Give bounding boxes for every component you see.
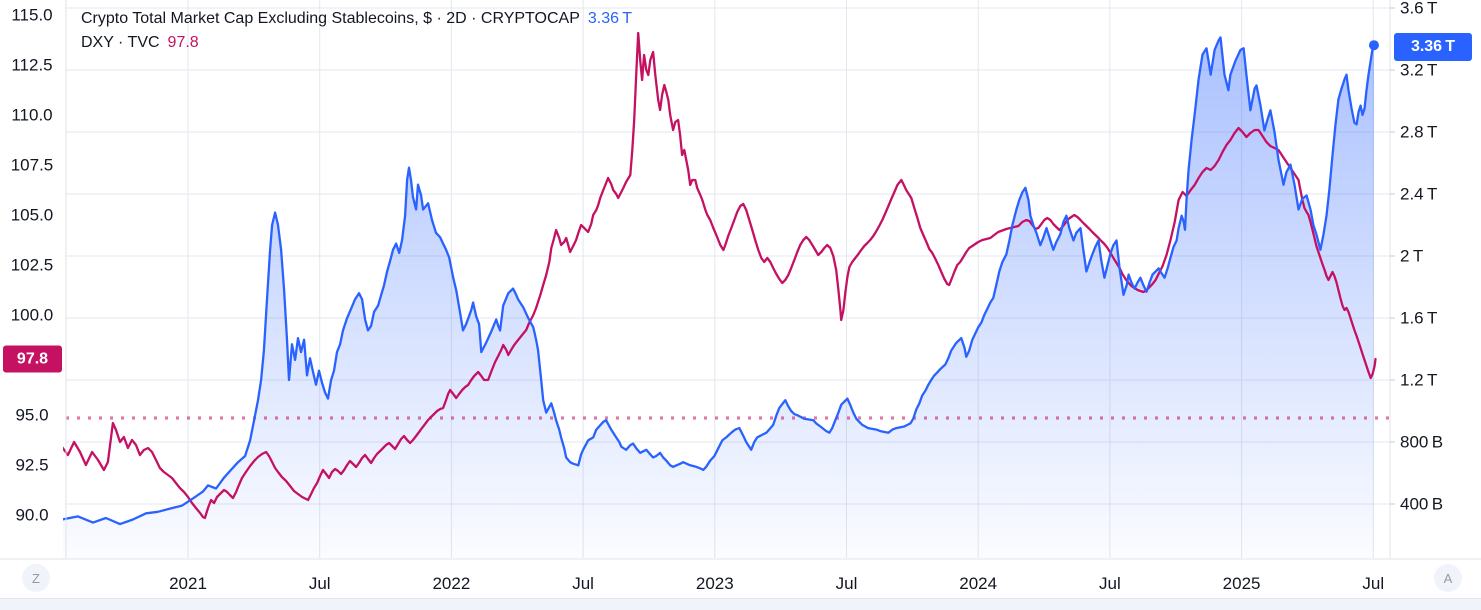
right-price-axis-label: 2 T: [1400, 246, 1424, 266]
right-price-axis-label: 1.2 T: [1400, 370, 1438, 390]
mcap-last-point-marker: [1368, 40, 1379, 51]
dxy-last-value: 97.8: [167, 34, 199, 51]
dxy-line-series[interactable]: [62, 31, 1377, 520]
left-price-axis-label: 95.0: [15, 405, 49, 425]
time-axis-label: 2021: [169, 574, 207, 593]
left-price-axis-label: 112.5: [11, 55, 53, 75]
mcap-last-value: 3.36 T: [587, 10, 632, 27]
time-axis-label: Jul: [1099, 574, 1121, 593]
time-axis-label: Jul: [1362, 574, 1385, 593]
corner-button-a[interactable]: A: [1434, 564, 1462, 592]
right-price-axis-label: 400 B: [1400, 494, 1444, 514]
left-price-axis-label: 100.0: [10, 305, 54, 325]
mcap-price-badge: 3.36 T: [1394, 33, 1472, 62]
time-axis-label: 2025: [1222, 574, 1261, 593]
left-price-axis-label: 105.0: [10, 205, 54, 225]
left-price-axis-label: 102.5: [10, 255, 54, 275]
bottom-scroll-strip: [0, 598, 1481, 610]
left-price-axis-label: 110.0: [11, 105, 53, 125]
right-price-axis-label: 2.8 T: [1400, 122, 1438, 142]
right-price-axis-label: 2.4 T: [1400, 184, 1438, 204]
left-price-axis-label: 107.5: [10, 155, 54, 175]
dxy-price-badge: 97.8: [3, 345, 62, 373]
symbol-title-mcap[interactable]: Crypto Total Market Cap Excluding Stable…: [81, 10, 580, 27]
corner-button-z[interactable]: Z: [22, 564, 50, 592]
mcap-line-series[interactable]: [62, 36, 1376, 526]
time-axis-label: 2023: [695, 574, 734, 593]
left-price-axis-label: 92.5: [15, 455, 49, 475]
chart-legend: Crypto Total Market Cap Excluding Stable…: [81, 7, 632, 55]
time-axis-label: Jul: [572, 574, 594, 593]
mcap-area-fill: [63, 37, 1374, 558]
left-price-axis-label: 115.0: [11, 5, 53, 25]
symbol-title-dxy[interactable]: DXY · TVC: [81, 34, 160, 51]
right-price-axis-label: 800 B: [1400, 432, 1444, 452]
time-axis-label: 2022: [432, 574, 471, 593]
left-price-axis-label: 90.0: [15, 505, 49, 525]
legend-row-mcap[interactable]: Crypto Total Market Cap Excluding Stable…: [81, 7, 632, 31]
time-axis-label: 2024: [959, 574, 998, 593]
legend-row-dxy[interactable]: DXY · TVC 97.8: [81, 31, 632, 55]
right-price-axis-label: 3.2 T: [1400, 60, 1438, 80]
right-price-axis-label: 3.6 T: [1400, 0, 1438, 18]
right-price-axis-label: 1.6 T: [1400, 308, 1438, 328]
time-axis-label: Jul: [835, 574, 858, 593]
time-axis-label: Jul: [308, 574, 331, 593]
